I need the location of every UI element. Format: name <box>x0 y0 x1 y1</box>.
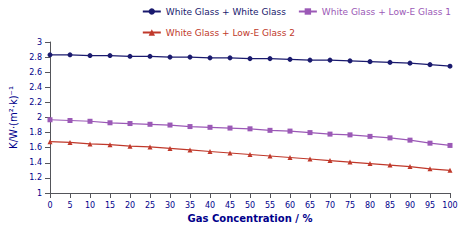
svg-text:1.8: 1.8 <box>29 128 42 137</box>
svg-text:100: 100 <box>442 201 457 210</box>
svg-text:0: 0 <box>47 201 52 210</box>
svg-text:White Glass + Low-E Glass 2: White Glass + Low-E Glass 2 <box>166 28 295 38</box>
svg-text:65: 65 <box>305 201 315 210</box>
svg-text:55: 55 <box>265 201 275 210</box>
svg-text:5: 5 <box>67 201 72 210</box>
svg-text:1.2: 1.2 <box>29 173 42 182</box>
svg-text:85: 85 <box>385 201 395 210</box>
svg-text:3: 3 <box>37 38 42 47</box>
svg-text:White Glass + Low-E Glass 1: White Glass + Low-E Glass 1 <box>322 7 451 17</box>
svg-text:1.4: 1.4 <box>29 158 42 167</box>
svg-text:95: 95 <box>425 201 435 210</box>
svg-text:2: 2 <box>37 113 42 122</box>
svg-text:2.6: 2.6 <box>29 68 42 77</box>
svg-text:50: 50 <box>245 201 255 210</box>
svg-text:20: 20 <box>125 201 135 210</box>
svg-text:K/W·(m²·k)⁻¹: K/W·(m²·k)⁻¹ <box>8 86 19 149</box>
svg-text:70: 70 <box>325 201 335 210</box>
svg-text:35: 35 <box>185 201 195 210</box>
svg-text:45: 45 <box>225 201 235 210</box>
svg-text:White Glass + White Glass: White Glass + White Glass <box>166 7 286 17</box>
svg-text:Gas Concentration / %: Gas Concentration / % <box>188 213 313 224</box>
svg-text:75: 75 <box>345 201 355 210</box>
svg-text:1.6: 1.6 <box>29 143 42 152</box>
svg-text:2.4: 2.4 <box>29 83 42 92</box>
svg-text:30: 30 <box>165 201 175 210</box>
svg-text:25: 25 <box>145 201 155 210</box>
svg-text:2.8: 2.8 <box>29 53 42 62</box>
svg-text:1: 1 <box>37 189 42 198</box>
svg-text:80: 80 <box>365 201 375 210</box>
svg-text:40: 40 <box>205 201 215 210</box>
svg-text:10: 10 <box>85 201 95 210</box>
svg-text:90: 90 <box>405 201 415 210</box>
svg-text:60: 60 <box>285 201 295 210</box>
svg-text:2.2: 2.2 <box>29 98 42 107</box>
svg-text:15: 15 <box>105 201 115 210</box>
